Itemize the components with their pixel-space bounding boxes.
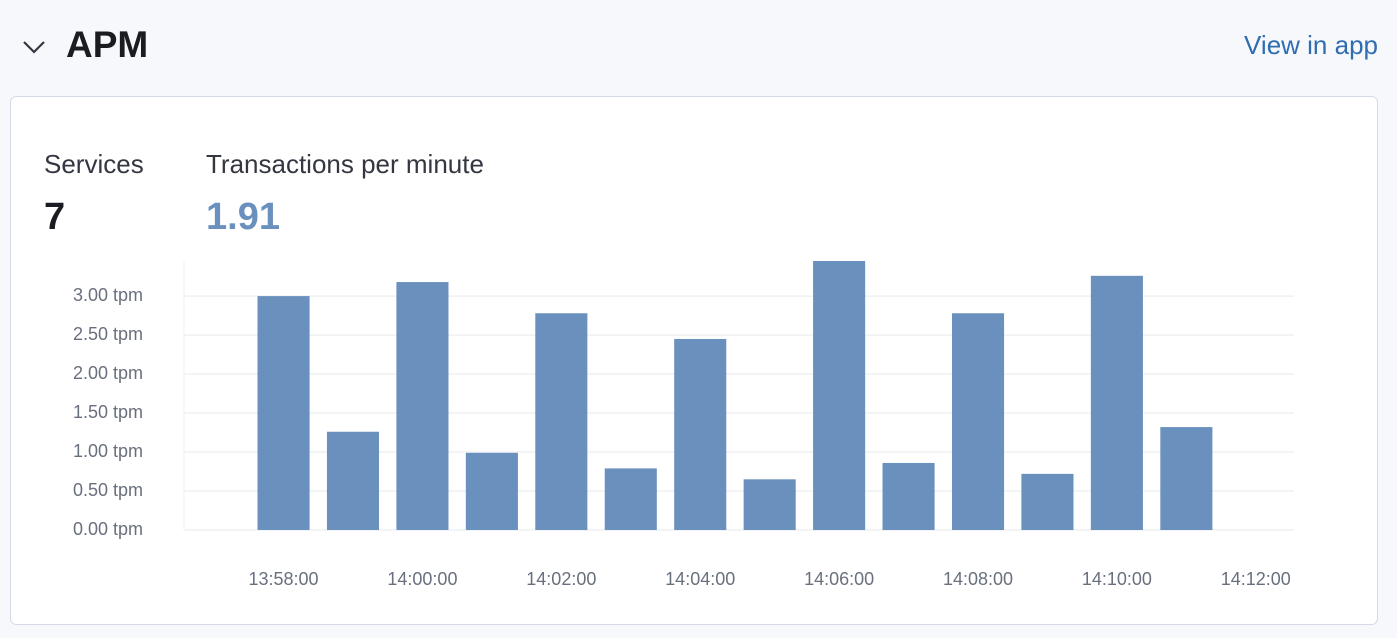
x-tick-label: 13:58:00 bbox=[249, 569, 319, 589]
y-tick-label: 1.50 tpm bbox=[73, 402, 143, 422]
x-tick-label: 14:10:00 bbox=[1082, 569, 1152, 589]
bar bbox=[951, 313, 1005, 530]
bar bbox=[535, 313, 588, 530]
section-title: APM bbox=[66, 24, 148, 65]
bar bbox=[257, 296, 310, 530]
bar bbox=[882, 462, 935, 530]
stat-value: 1.91 bbox=[206, 196, 280, 238]
bar bbox=[674, 338, 727, 530]
x-tick-label: 14:04:00 bbox=[665, 569, 735, 589]
bar bbox=[396, 282, 449, 530]
y-tick-label: 2.00 tpm bbox=[73, 363, 143, 383]
y-tick-label: 2.50 tpm bbox=[73, 324, 143, 344]
y-tick-label: 1.00 tpm bbox=[73, 441, 143, 461]
stat-value: 7 bbox=[44, 196, 65, 238]
bar bbox=[326, 431, 380, 530]
x-tick-label: 14:02:00 bbox=[526, 569, 596, 589]
bar bbox=[465, 452, 518, 530]
x-tick-label: 14:08:00 bbox=[943, 569, 1013, 589]
x-tick-label: 14:06:00 bbox=[804, 569, 874, 589]
stat-label: Services bbox=[44, 149, 144, 179]
y-tick-label: 3.00 tpm bbox=[73, 285, 143, 305]
chart: 0.00 tpm 0.50 tpm 1.00 tpm 1.50 tpm 2.00 tpm… bbox=[73, 261, 1294, 589]
bar bbox=[813, 261, 866, 530]
bar bbox=[1160, 427, 1213, 530]
view-in-app-link[interactable]: View in app bbox=[1244, 30, 1378, 60]
stat-label: Transactions per minute bbox=[206, 149, 484, 179]
x-tick-label: 14:12:00 bbox=[1221, 569, 1291, 589]
bar bbox=[604, 468, 657, 530]
collapse-chevron[interactable] bbox=[23, 41, 45, 54]
bar bbox=[1021, 473, 1074, 530]
x-tick-label: 14:00:00 bbox=[387, 569, 457, 589]
y-tick-label: 0.50 tpm bbox=[73, 480, 143, 500]
bar bbox=[743, 479, 796, 530]
bar bbox=[1090, 275, 1143, 530]
y-tick-label: 0.00 tpm bbox=[73, 519, 143, 539]
